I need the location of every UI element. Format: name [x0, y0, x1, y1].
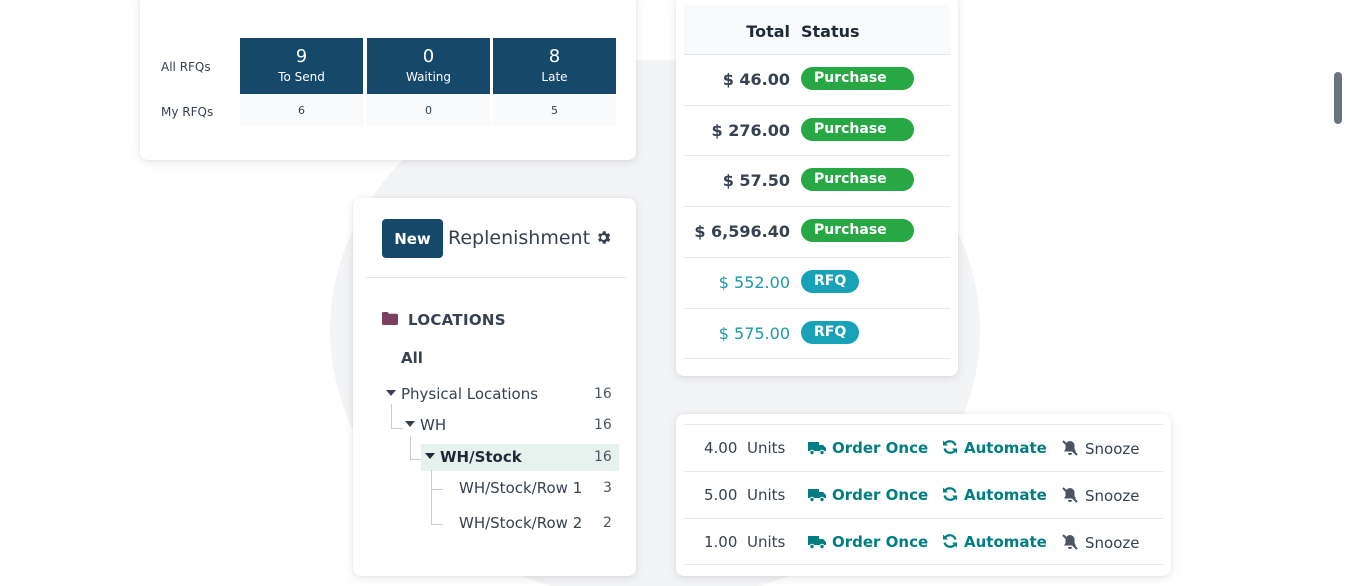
bell-slash-icon: [1062, 534, 1078, 550]
location-count: 16: [594, 449, 612, 465]
automate-button[interactable]: Automate: [942, 486, 1047, 504]
table-row[interactable]: $ 575.00 RFQ: [684, 308, 950, 359]
my-rfqs-label: My RFQs: [161, 105, 214, 119]
location-physical-locations[interactable]: Physical Locations: [386, 385, 538, 403]
quantity-value: 5.00: [704, 486, 738, 504]
caret-down-icon: [386, 390, 396, 396]
location-count: 2: [603, 515, 612, 531]
quantity-value: 1.00: [704, 533, 738, 551]
order-total: $ 46.00: [722, 70, 790, 89]
order-total: $ 552.00: [718, 273, 790, 292]
unit-of-measure: Units: [747, 439, 786, 457]
column-header-status[interactable]: Status: [801, 22, 860, 41]
header-divider: [366, 277, 626, 278]
table-row[interactable]: $ 552.00 RFQ: [684, 257, 950, 308]
order-once-button[interactable]: Order Once: [808, 486, 928, 504]
rfq-to-send-caption: To Send: [278, 70, 325, 84]
quantity-value: 4.00: [704, 439, 738, 457]
refresh-icon: [943, 487, 957, 501]
table-row[interactable]: $ 6,596.40 Purchase ...: [684, 206, 950, 261]
unit-of-measure: Units: [747, 486, 786, 504]
all-rfqs-label: All RFQs: [161, 60, 211, 74]
status-badge: Purchase ...: [801, 67, 914, 109]
rfq-waiting-caption: Waiting: [405, 70, 452, 84]
status-badge: Purchase ...: [801, 168, 914, 210]
replenishment-actions-table: 4.00 Units Order Once Automate Snooze 5.…: [676, 414, 1171, 576]
status-badge: RFQ: [801, 321, 860, 344]
truck-icon: [808, 536, 826, 550]
location-wh-stock-row-2[interactable]: WH/Stock/Row 2: [459, 514, 583, 532]
snooze-button[interactable]: Snooze: [1061, 486, 1140, 505]
my-rfq-late[interactable]: 5: [493, 96, 616, 126]
status-badge: RFQ: [801, 270, 860, 293]
rfq-late-tile[interactable]: 8 Late: [493, 38, 616, 94]
selected-location-highlight: [421, 444, 619, 471]
order-total: $ 276.00: [711, 121, 790, 140]
bell-slash-icon: [1062, 487, 1078, 503]
snooze-button[interactable]: Snooze: [1061, 533, 1140, 552]
tree-line: [391, 428, 403, 429]
snooze-button[interactable]: Snooze: [1061, 439, 1140, 458]
scrollbar-thumb[interactable]: [1334, 72, 1342, 124]
rfq-to-send-count: 9: [295, 46, 308, 67]
new-button[interactable]: New: [382, 219, 443, 258]
table-row[interactable]: $ 57.50 Purchase ...: [684, 155, 950, 210]
replenishment-panel: New Replenishment LOCATIONS All Physical…: [353, 198, 636, 576]
table-row: 5.00 Units Order Once Automate Snooze: [684, 471, 1163, 518]
table-row[interactable]: $ 276.00 Purchase ...: [684, 105, 950, 160]
rfq-to-send-tile[interactable]: 9 To Send: [240, 38, 363, 94]
status-badge: Purchase ...: [801, 118, 914, 160]
location-all[interactable]: All: [401, 349, 423, 367]
locations-heading: LOCATIONS: [408, 311, 506, 329]
column-header-total[interactable]: Total: [746, 22, 790, 41]
folder-icon: [382, 312, 398, 325]
order-once-button[interactable]: Order Once: [808, 533, 928, 551]
order-total: $ 6,596.40: [694, 222, 790, 241]
table-row[interactable]: $ 46.00 Purchase ...: [684, 54, 950, 109]
rfq-waiting-tile[interactable]: 0 Waiting: [367, 38, 490, 94]
table-row: 4.00 Units Order Once Automate Snooze: [684, 424, 1163, 471]
location-wh-stock-row-1[interactable]: WH/Stock/Row 1: [459, 479, 583, 497]
my-rfq-to-send[interactable]: 6: [240, 96, 363, 126]
bell-slash-icon: [1062, 440, 1078, 456]
rfq-waiting-count: 0: [422, 46, 435, 67]
tree-line: [431, 489, 443, 490]
tree-line: [431, 470, 432, 524]
automate-button[interactable]: Automate: [942, 533, 1047, 551]
tree-line: [410, 459, 422, 460]
location-count: 16: [594, 417, 612, 433]
unit-of-measure: Units: [747, 533, 786, 551]
location-count: 3: [603, 480, 612, 496]
rfq-late-caption: Late: [541, 70, 568, 84]
location-wh[interactable]: WH: [405, 416, 446, 434]
page-title: Replenishment: [448, 227, 591, 249]
location-wh-stock[interactable]: WH/Stock: [425, 448, 522, 466]
my-rfq-waiting[interactable]: 0: [367, 96, 490, 126]
rfq-late-count: 8: [548, 46, 561, 67]
location-count: 16: [594, 386, 612, 402]
tree-line: [431, 524, 443, 525]
refresh-icon: [943, 440, 957, 454]
caret-down-icon: [425, 453, 435, 459]
tree-line: [391, 404, 392, 428]
gear-icon[interactable]: [595, 229, 612, 246]
orders-table: Total Status $ 46.00 Purchase ... $ 276.…: [676, 0, 958, 376]
status-badge: Purchase ...: [801, 219, 914, 261]
automate-button[interactable]: Automate: [942, 439, 1047, 457]
order-once-button[interactable]: Order Once: [808, 439, 928, 457]
refresh-icon: [943, 534, 957, 548]
order-total: $ 57.50: [722, 171, 790, 190]
table-row: 1.00 Units Order Once Automate Snooze: [684, 518, 1163, 565]
rfq-summary-card: All RFQs My RFQs 9 To Send 0 Waiting 8 L…: [140, 0, 636, 160]
order-total: $ 575.00: [718, 324, 790, 343]
tree-line: [410, 436, 411, 459]
truck-icon: [808, 489, 826, 503]
caret-down-icon: [405, 421, 415, 427]
truck-icon: [808, 442, 826, 456]
table-header: [684, 5, 950, 54]
